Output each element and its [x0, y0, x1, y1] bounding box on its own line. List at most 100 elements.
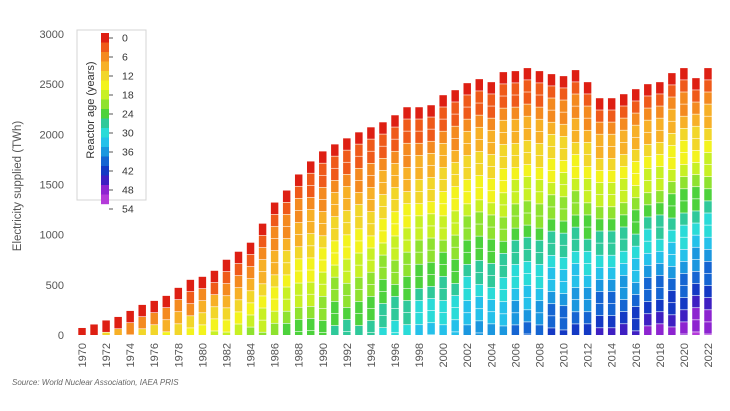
bar-segment	[463, 131, 471, 144]
bar-segment	[487, 251, 496, 264]
bar-segment	[294, 234, 303, 247]
bar-segment	[692, 247, 700, 260]
bar-segment	[343, 259, 351, 271]
bar-segment	[535, 95, 544, 107]
bar-segment	[379, 158, 387, 171]
bar-segment	[692, 162, 700, 175]
bar-segment	[246, 278, 255, 291]
bar-segment	[656, 106, 664, 118]
bar-segment	[379, 182, 387, 195]
bar-segment	[595, 110, 604, 122]
bar-segment	[367, 199, 375, 212]
bar-segment	[680, 273, 688, 286]
bar-segment	[583, 166, 592, 179]
bar-stack	[571, 70, 580, 335]
bar-segment	[307, 173, 315, 186]
bar-segment	[535, 313, 544, 325]
bar-segment	[668, 278, 676, 291]
bar-segment	[583, 275, 592, 288]
bar-segment	[138, 304, 146, 317]
bar-segment	[367, 175, 375, 188]
bar-segment	[427, 153, 435, 166]
bar-segment	[307, 234, 315, 246]
bar-segment	[331, 144, 339, 156]
bar-segment	[282, 311, 291, 324]
bar-segment	[499, 205, 508, 217]
bar-segment	[451, 199, 459, 211]
bar-segment	[535, 180, 544, 192]
bar-segment	[644, 84, 652, 96]
bar-segment	[222, 296, 231, 308]
bar-segment	[523, 68, 532, 80]
bar-segment	[571, 142, 580, 155]
bar-segment	[680, 140, 688, 153]
bar-segment	[114, 329, 122, 335]
bar-segment	[704, 201, 712, 213]
bar-segment	[475, 188, 483, 200]
bar-segment	[668, 254, 676, 267]
bar-segment	[680, 128, 688, 141]
bar-segment	[547, 134, 556, 147]
bar-segment	[367, 151, 375, 164]
bar-segment	[644, 144, 652, 157]
bar-segment	[475, 333, 483, 335]
bar-segment	[583, 118, 592, 130]
legend-box	[76, 29, 147, 201]
bar-segment	[270, 299, 279, 311]
bar-segment	[222, 271, 231, 284]
bar-segment	[583, 324, 592, 335]
bar-segment	[222, 283, 231, 296]
bar-segment	[463, 252, 471, 265]
legend-swatch	[101, 118, 109, 129]
bar-segment	[150, 312, 158, 325]
bar-segment	[391, 139, 399, 151]
bar-segment	[704, 310, 712, 322]
bar-segment	[571, 239, 580, 252]
x-tick-label: 1984	[246, 343, 258, 367]
bar-segment	[319, 248, 327, 260]
bar-segment	[451, 102, 459, 114]
bar-segment	[523, 237, 532, 250]
bar-segment	[270, 275, 279, 287]
bar-segment	[439, 143, 447, 156]
bar-stack	[174, 287, 183, 335]
bar-segment	[439, 325, 447, 335]
bar-segment	[499, 144, 508, 157]
bar-segment	[607, 195, 616, 207]
bar-segment	[632, 331, 640, 335]
bar-segment	[644, 156, 652, 169]
bar-segment	[523, 261, 532, 274]
bar-segment	[668, 157, 676, 170]
bar-segment	[331, 241, 339, 253]
bar-segment	[607, 328, 616, 335]
bar-segment	[704, 92, 712, 104]
bar-segment	[571, 70, 580, 82]
bar-segment	[619, 154, 628, 167]
bar-stack	[692, 78, 700, 335]
bar-segment	[367, 212, 375, 224]
bar-segment	[475, 127, 483, 140]
bar-segment	[391, 333, 399, 335]
bar-segment	[391, 224, 399, 236]
bar-segment	[619, 239, 628, 251]
bar-segment	[307, 282, 315, 294]
bar-segment	[607, 158, 616, 171]
bar-stack	[535, 71, 544, 335]
bar-segment	[294, 259, 303, 271]
bar-segment	[415, 252, 423, 264]
bar-segment	[307, 306, 315, 319]
bar-segment	[547, 170, 556, 183]
bar-segment	[451, 90, 459, 102]
bar-segment	[415, 204, 423, 216]
bar-segment	[692, 150, 700, 163]
bar-segment	[475, 296, 483, 309]
bar-segment	[656, 275, 664, 288]
bar-segment	[487, 178, 496, 191]
bar-segment	[379, 170, 387, 183]
bar-segment	[415, 276, 423, 289]
bar-segment	[595, 158, 604, 171]
bar-segment	[704, 225, 712, 237]
bar-segment	[704, 68, 712, 80]
bar-segment	[343, 174, 351, 187]
bar-segment	[668, 206, 676, 218]
